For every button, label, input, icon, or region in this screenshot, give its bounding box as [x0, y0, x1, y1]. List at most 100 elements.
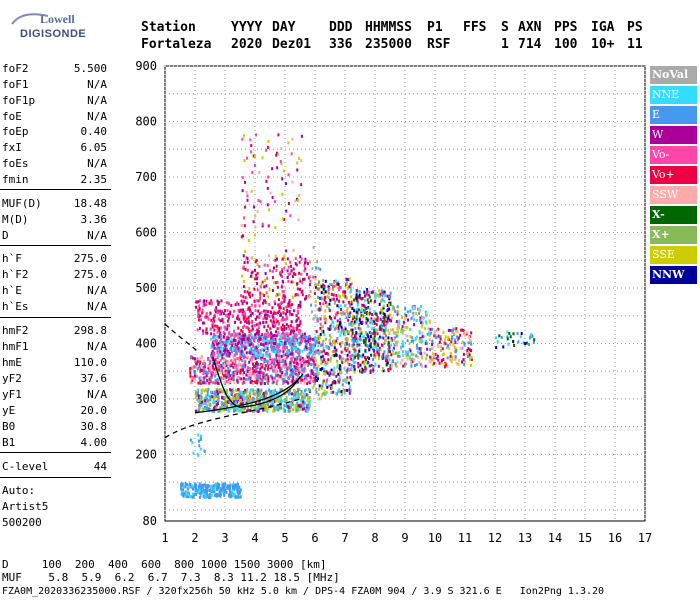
echo-point: [284, 312, 287, 316]
echo-point: [336, 304, 339, 308]
echo-point: [299, 320, 302, 324]
echo-point: [239, 489, 242, 493]
echo-point: [231, 484, 234, 488]
echo-point: [208, 399, 211, 402]
echo-point: [388, 297, 391, 301]
echo-point: [392, 348, 394, 352]
echo-point: [203, 303, 206, 307]
echo-point: [301, 368, 304, 372]
echo-point: [289, 361, 292, 365]
echo-point: [289, 405, 292, 409]
echo-point: [235, 485, 238, 489]
echo-point: [262, 301, 264, 305]
echo-point: [283, 332, 286, 336]
echo-point: [283, 346, 286, 350]
echo-point: [229, 346, 232, 350]
echo-point: [308, 396, 311, 400]
echo-point: [292, 398, 295, 402]
echo-point: [285, 402, 288, 406]
echo-point: [262, 321, 265, 325]
echo-point: [183, 492, 186, 496]
echo-point: [469, 338, 472, 342]
echo-point: [375, 313, 378, 317]
echo-point: [218, 409, 221, 413]
echo-point: [215, 340, 217, 344]
echo-point: [320, 355, 323, 359]
echo-point: [280, 399, 282, 403]
echo-point: [269, 395, 272, 399]
echo-point: [509, 335, 512, 339]
echo-point: [275, 334, 278, 338]
echo-point: [268, 360, 271, 364]
echo-point: [251, 342, 254, 346]
echo-point: [212, 393, 215, 396]
echo-point: [248, 399, 250, 403]
echo-point: [280, 394, 283, 398]
echo-point: [219, 326, 222, 330]
echo-point: [338, 380, 341, 384]
echo-point: [381, 328, 384, 332]
echo-point: [216, 486, 219, 489]
echo-point: [200, 404, 203, 408]
echo-point: [279, 335, 282, 339]
echo-point: [309, 375, 312, 379]
echo-point: [222, 346, 225, 350]
echo-point: [187, 495, 190, 499]
echo-point: [295, 334, 298, 337]
echo-point: [276, 293, 279, 297]
echo-point: [228, 399, 231, 403]
echo-point: [281, 343, 284, 346]
echo-point: [265, 408, 268, 412]
echo-point: [282, 353, 285, 357]
echo-point: [360, 370, 363, 374]
echo-point: [350, 300, 353, 304]
echo-point: [259, 392, 262, 395]
echo-point: [217, 494, 220, 497]
echo-point: [230, 389, 233, 393]
echo-point: [236, 488, 239, 492]
echo-point: [418, 311, 421, 315]
echo-point: [255, 336, 258, 340]
echo-point: [220, 346, 223, 350]
echo-point: [212, 490, 215, 494]
echo-point: [250, 405, 253, 409]
echo-point: [390, 336, 393, 340]
echo-point: [190, 366, 193, 370]
echo-point: [382, 311, 385, 315]
echo-point: [210, 345, 213, 349]
auto-label: Auto:: [2, 484, 36, 497]
echo-point: [249, 381, 252, 385]
echo-point: [257, 376, 260, 380]
x-tick-label: 16: [608, 531, 622, 545]
echo-point: [257, 356, 260, 360]
echo-point: [194, 370, 196, 374]
echo-point: [321, 360, 324, 363]
echo-point: [371, 290, 374, 294]
echo-point: [225, 363, 228, 367]
echo-point: [208, 368, 211, 372]
echo-point: [292, 394, 295, 398]
echo-point: [289, 362, 291, 366]
echo-point: [382, 320, 385, 324]
echo-point: [230, 363, 233, 367]
echo-point: [215, 406, 218, 410]
echo-point: [398, 319, 401, 323]
echo-point: [404, 350, 407, 354]
echo-point: [204, 303, 207, 307]
echo-point: [214, 393, 217, 396]
echo-point: [392, 346, 395, 350]
echo-point: [329, 371, 332, 375]
echo-point: [327, 285, 330, 289]
echo-point: [435, 356, 438, 360]
echo-point: [291, 380, 294, 384]
echo-point: [287, 351, 290, 355]
echo-point: [276, 399, 278, 403]
echo-point: [206, 399, 209, 403]
echo-point: [363, 309, 365, 313]
echo-point: [232, 487, 235, 491]
echo-point: [373, 327, 375, 331]
echo-point: [260, 363, 263, 367]
echo-point: [214, 493, 217, 497]
echo-point: [297, 358, 300, 362]
param-value: 5.500: [73, 62, 107, 75]
